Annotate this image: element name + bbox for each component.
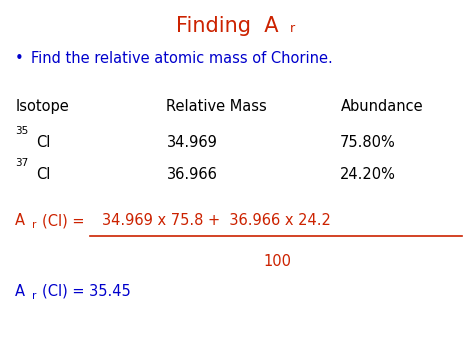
Text: Find the relative atomic mass of Chorine.: Find the relative atomic mass of Chorine… xyxy=(31,51,333,66)
Text: Isotope: Isotope xyxy=(15,99,69,114)
Text: 34.969: 34.969 xyxy=(166,135,218,150)
Text: 35: 35 xyxy=(15,126,28,136)
Text: Finding  A: Finding A xyxy=(176,16,279,36)
Text: 100: 100 xyxy=(263,254,292,269)
Text: 24.20%: 24.20% xyxy=(339,167,395,182)
Text: 37: 37 xyxy=(15,158,28,168)
Text: r: r xyxy=(32,220,36,230)
Text: 34.969 x 75.8 +  36.966 x 24.2: 34.969 x 75.8 + 36.966 x 24.2 xyxy=(102,213,331,228)
Text: Cl: Cl xyxy=(36,135,51,150)
Text: 36.966: 36.966 xyxy=(166,167,218,182)
Text: Abundance: Abundance xyxy=(341,99,424,114)
Text: A: A xyxy=(15,284,25,299)
Text: 75.80%: 75.80% xyxy=(339,135,395,150)
Text: r: r xyxy=(290,22,295,35)
Text: Relative Mass: Relative Mass xyxy=(166,99,267,114)
Text: A: A xyxy=(15,213,25,228)
Text: (Cl) =: (Cl) = xyxy=(42,213,89,228)
Text: Cl: Cl xyxy=(36,167,51,182)
Text: (Cl) = 35.45: (Cl) = 35.45 xyxy=(42,284,130,299)
Text: •: • xyxy=(15,51,24,66)
Text: r: r xyxy=(32,291,36,301)
